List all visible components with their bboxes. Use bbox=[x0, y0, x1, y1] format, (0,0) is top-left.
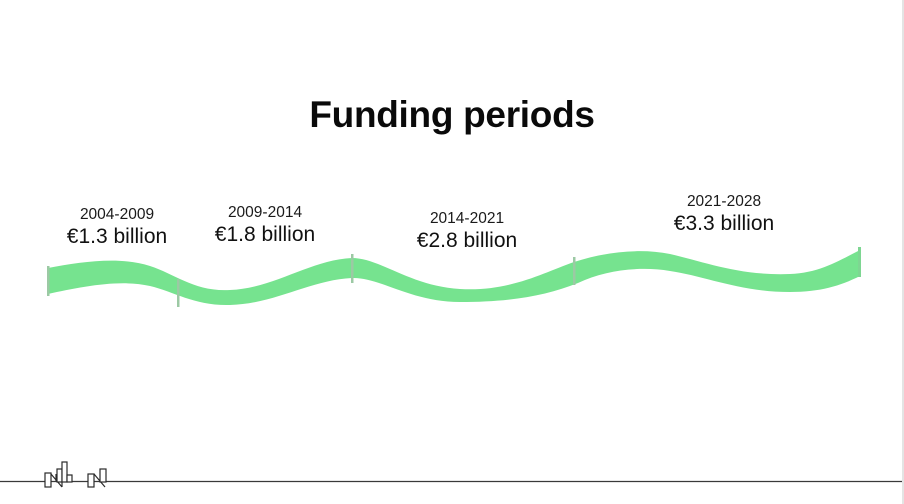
period-amount: €3.3 billion bbox=[673, 212, 775, 235]
period-amount: €2.8 billion bbox=[416, 229, 518, 252]
slide-title: Funding periods bbox=[309, 94, 595, 135]
tick-2021 bbox=[573, 257, 576, 285]
period-2014-2021: 2014-2021 €2.8 billion bbox=[377, 210, 557, 254]
period-2004-2009: 2004-2009 €1.3 billion bbox=[27, 206, 207, 250]
period-years: 2009-2014 bbox=[227, 204, 303, 221]
tick-2004 bbox=[47, 266, 50, 296]
tick-2028 bbox=[858, 247, 861, 277]
slide-right-edge bbox=[902, 0, 904, 504]
tick-2014 bbox=[351, 254, 354, 283]
period-2021-2028: 2021-2028 €3.3 billion bbox=[634, 193, 814, 237]
tick-2009 bbox=[177, 279, 180, 307]
logo-icon bbox=[44, 461, 107, 488]
period-2009-2014: 2009-2014 €1.8 billion bbox=[175, 204, 355, 248]
footer-bar bbox=[0, 461, 902, 488]
period-amount: €1.3 billion bbox=[66, 225, 168, 248]
period-years: 2021-2028 bbox=[686, 193, 762, 210]
wave-band bbox=[48, 250, 860, 306]
period-years: 2014-2021 bbox=[429, 210, 505, 227]
period-years: 2004-2009 bbox=[79, 206, 155, 223]
period-amount: €1.8 billion bbox=[214, 223, 316, 246]
